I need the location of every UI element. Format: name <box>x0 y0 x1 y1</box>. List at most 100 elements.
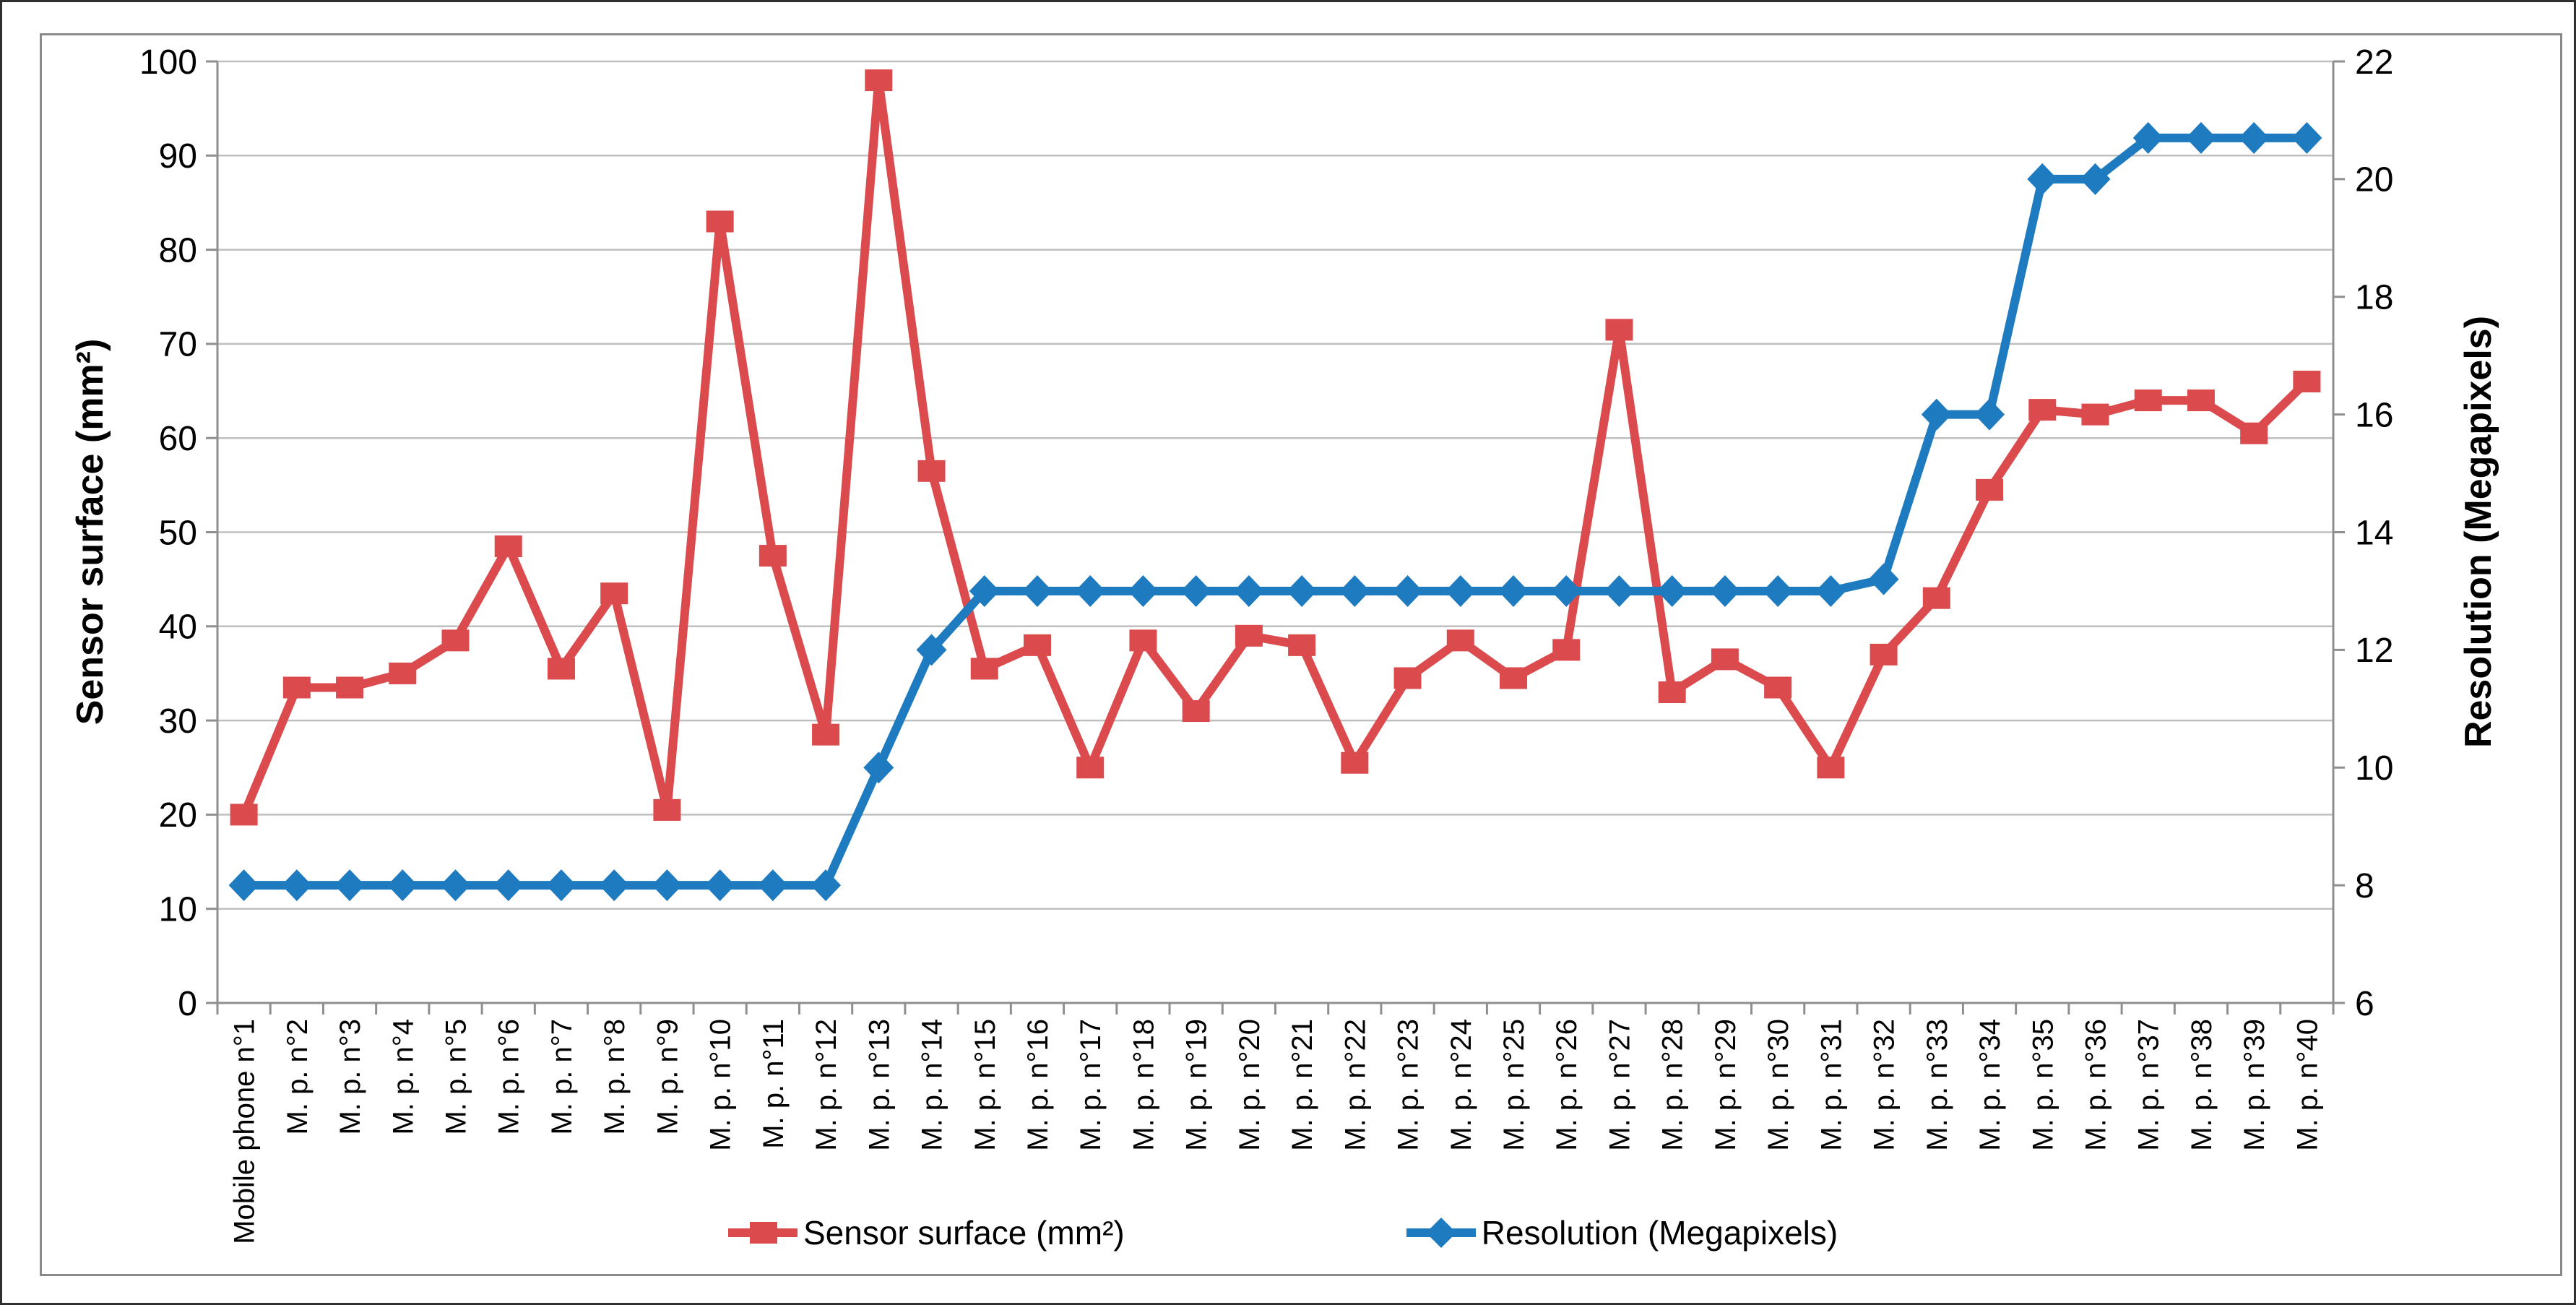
x-axis-label: M. p. n°21 <box>1287 1019 1318 1151</box>
data-point-diamond <box>916 634 947 666</box>
data-point-diamond <box>493 869 524 902</box>
data-point-square <box>1976 478 2004 501</box>
data-point-square <box>812 723 840 746</box>
data-point-square <box>865 69 893 92</box>
left-axis-title: Sensor surface (mm²) <box>69 338 111 725</box>
x-axis-label: M. p. n°11 <box>758 1019 790 1149</box>
x-axis-label: M. p. n°15 <box>969 1019 1001 1151</box>
data-point-diamond <box>1392 574 1423 607</box>
data-point-diamond <box>969 574 1000 607</box>
x-axis-label: M. p. n°38 <box>2186 1019 2218 1151</box>
data-point-square <box>1076 757 1105 779</box>
data-point-square <box>1500 667 1528 689</box>
left-axis-tick-label: 90 <box>159 137 197 176</box>
data-point-diamond <box>281 869 312 902</box>
x-axis-label: M. p. n°13 <box>863 1019 895 1151</box>
data-point-diamond <box>1604 574 1635 607</box>
data-point-diamond <box>2080 163 2111 195</box>
x-axis-label: M. p. n°12 <box>811 1019 842 1151</box>
right-axis-tick-label: 12 <box>2355 632 2393 670</box>
data-point-square <box>1711 648 1739 671</box>
series-line <box>239 76 2312 819</box>
right-axis-tick-label: 10 <box>2355 749 2393 788</box>
data-point-diamond <box>652 869 683 902</box>
data-point-square <box>2081 403 2109 426</box>
data-point-diamond <box>1445 574 1476 607</box>
data-point-diamond <box>599 869 630 902</box>
data-point-square <box>600 582 628 605</box>
right-axis-ticks: 6 8 10 12 14 16 18 20 22 <box>2333 43 2393 1023</box>
left-axis-tick-label: 10 <box>159 891 197 929</box>
data-point-square <box>1605 319 1633 341</box>
legend-label-resolution: Resolution (Megapixels) <box>1481 1214 1838 1252</box>
data-point-square <box>1129 629 1157 652</box>
right-axis-tick-label: 8 <box>2355 867 2374 905</box>
data-point-diamond <box>1233 574 1264 607</box>
x-axis-label: M. p. n°28 <box>1657 1019 1689 1151</box>
x-axis-label: M. p. n°18 <box>1128 1019 1159 1151</box>
x-axis-label: M. p. n°25 <box>1498 1019 1530 1151</box>
x-axis-label: M. p. n°10 <box>705 1019 737 1151</box>
left-axis-ticks: 0 10 20 30 40 50 60 70 80 90 100 <box>139 43 217 1023</box>
data-point-diamond <box>1709 574 1740 607</box>
legend: Sensor surface (mm²) Resolution (Megapix… <box>728 1207 1838 1258</box>
data-point-square <box>1235 624 1263 647</box>
x-axis-label: M. p. n°27 <box>1604 1019 1635 1151</box>
x-axis-label: M. p. n°37 <box>2133 1019 2165 1151</box>
data-point-square <box>706 210 734 233</box>
data-point-diamond <box>1974 398 2005 431</box>
x-axis-label: M. p. n°16 <box>1022 1019 1054 1151</box>
legend-label-sensor-surface: Sensor surface (mm²) <box>803 1214 1125 1252</box>
data-point-diamond <box>2027 163 2058 195</box>
data-point-diamond <box>2239 121 2270 154</box>
x-axis-label: M. p. n°24 <box>1445 1019 1477 1151</box>
data-point-diamond <box>1075 574 1106 607</box>
left-axis-tick-label: 80 <box>159 231 197 270</box>
x-axis-label: Mobile phone n°1 <box>229 1019 261 1244</box>
x-axis-label: M. p. n°30 <box>1763 1019 1794 1151</box>
data-point-square <box>2187 389 2215 412</box>
data-point-square <box>389 662 417 684</box>
data-point-square <box>1393 667 1422 689</box>
series-sensor-surface <box>230 69 2321 826</box>
left-axis-tick-label: 100 <box>139 43 197 82</box>
x-axis-label: M. p. n°26 <box>1551 1019 1583 1151</box>
x-axis-label: M. p. n°23 <box>1393 1019 1425 1151</box>
x-axis-label: M. p. n°7 <box>546 1019 578 1135</box>
x-axis-label: M. p. n°19 <box>1181 1019 1213 1151</box>
data-point-diamond <box>2132 121 2164 154</box>
data-point-square <box>1817 757 1845 779</box>
x-axis-label: M. p. n°40 <box>2291 1019 2323 1151</box>
x-axis-label: M. p. n°36 <box>2080 1019 2112 1151</box>
x-axis-label: M. p. n°14 <box>917 1019 948 1151</box>
data-point-square <box>336 676 364 699</box>
data-point-diamond <box>1815 574 1846 607</box>
data-point-diamond <box>1498 574 1529 607</box>
data-point-square <box>970 658 998 680</box>
data-point-square <box>1922 587 1950 609</box>
right-axis-tick-label: 18 <box>2355 279 2393 317</box>
left-axis-tick-label: 30 <box>159 702 197 741</box>
left-axis-tick-label: 40 <box>159 608 197 647</box>
series-resolution <box>228 121 2322 902</box>
gridlines <box>217 60 2333 910</box>
x-axis-label: M. p. n°35 <box>2027 1019 2059 1151</box>
x-axis-label: M. p. n°8 <box>599 1019 631 1135</box>
data-point-diamond <box>2291 121 2322 154</box>
legend-item-resolution: Resolution (Megapixels) <box>1406 1213 1838 1252</box>
left-axis-tick-label: 50 <box>159 514 197 552</box>
data-point-diamond <box>811 869 842 902</box>
data-point-square <box>1552 639 1581 661</box>
data-point-diamond <box>1339 574 1370 607</box>
data-point-diamond <box>1021 574 1053 607</box>
x-axis-label: M. p. n°34 <box>1974 1019 2006 1151</box>
data-point-square <box>758 545 787 567</box>
right-axis-tick-label: 20 <box>2355 161 2393 199</box>
data-point-square <box>1288 634 1316 656</box>
data-point-diamond <box>863 751 894 784</box>
right-axis-tick-label: 14 <box>2355 514 2393 552</box>
data-point-square <box>1341 751 1369 774</box>
right-axis-tick-label: 22 <box>2355 43 2393 82</box>
data-point-square <box>282 676 311 699</box>
legend-marker-square-icon <box>728 1222 798 1244</box>
